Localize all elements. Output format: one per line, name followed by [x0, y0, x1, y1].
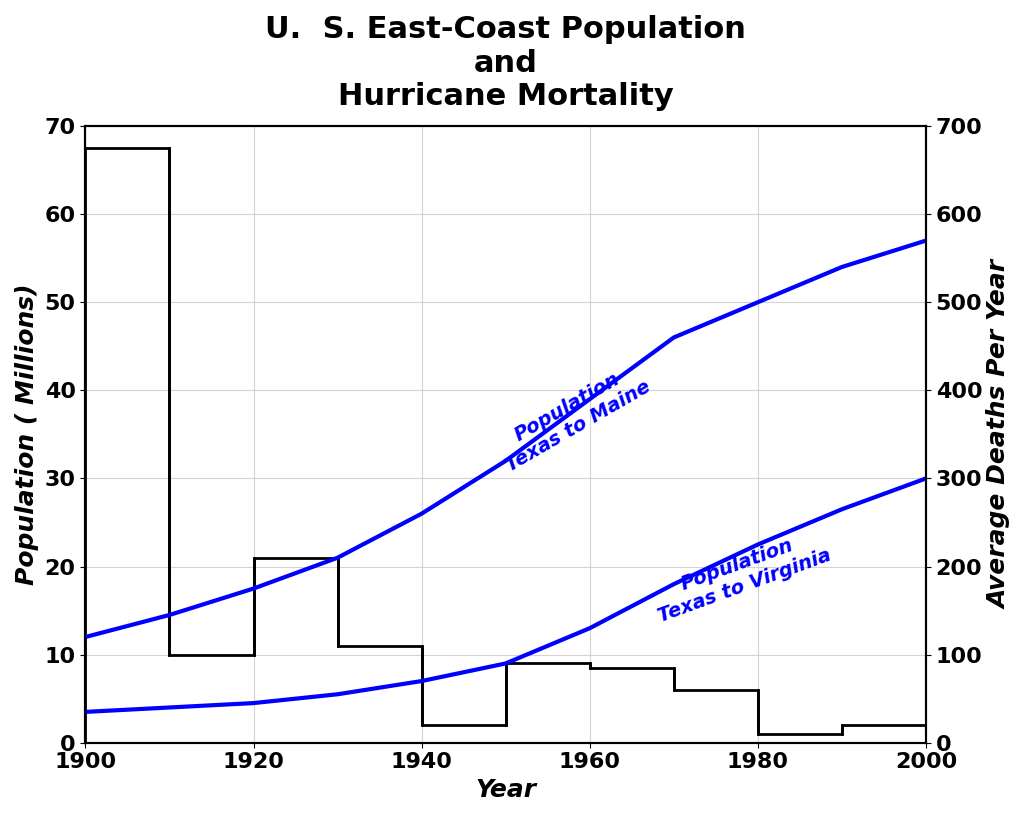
- Title: U.  S. East-Coast Population
and
Hurricane Mortality: U. S. East-Coast Population and Hurrican…: [265, 15, 747, 111]
- Y-axis label: Population ( Millions): Population ( Millions): [15, 283, 39, 585]
- X-axis label: Year: Year: [476, 778, 536, 802]
- Text: Population
Texas to Virginia: Population Texas to Virginia: [648, 525, 834, 626]
- Text: Population
Texas to Maine: Population Texas to Maine: [492, 358, 654, 475]
- Y-axis label: Average Deaths Per Year: Average Deaths Per Year: [988, 260, 1012, 609]
